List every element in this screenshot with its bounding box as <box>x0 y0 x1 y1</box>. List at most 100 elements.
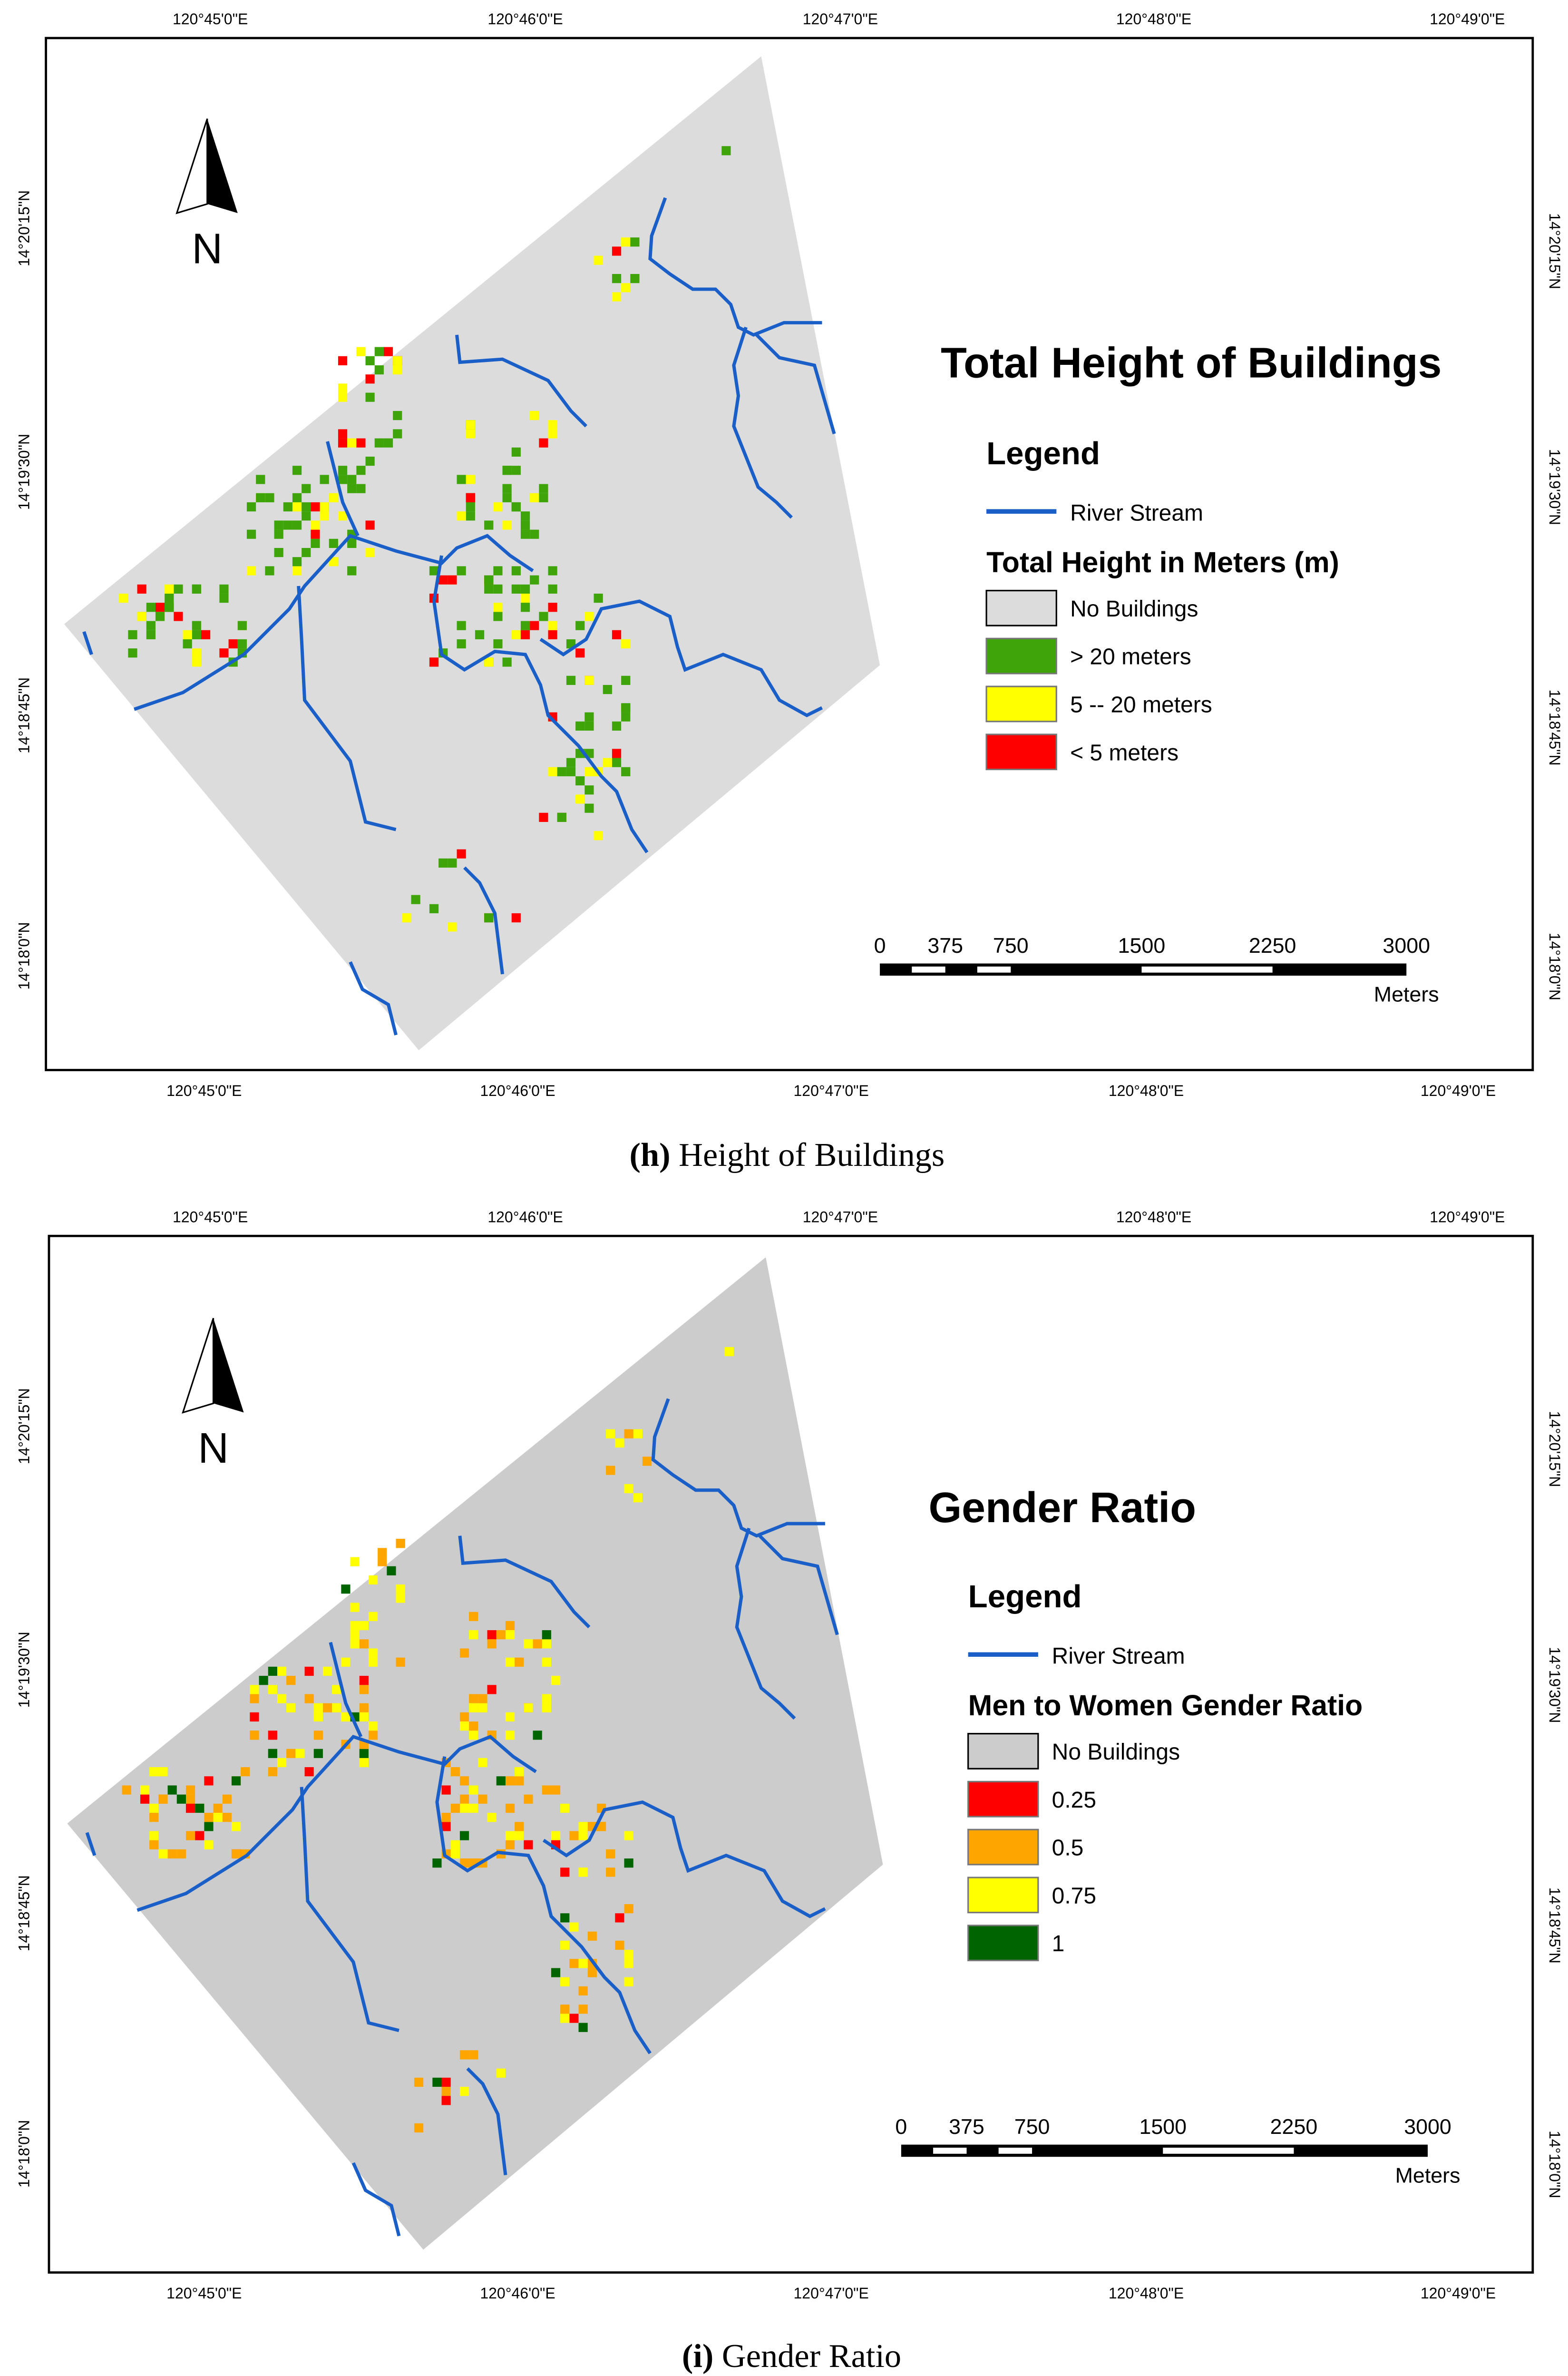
building-cell <box>469 1731 478 1740</box>
legend-class-label: 0.25 <box>1052 1788 1096 1813</box>
latitude-label: 14°20'15"N <box>15 1388 32 1464</box>
longitude-label: 120°47'0"E <box>794 1082 869 1099</box>
building-cell <box>630 274 640 284</box>
river-stream <box>300 1787 399 2033</box>
building-cell <box>469 1785 478 1795</box>
building-cell <box>551 1968 561 1977</box>
building-cell <box>511 447 521 457</box>
building-cell <box>603 758 612 767</box>
river-stream <box>297 586 397 831</box>
building-cell <box>332 1703 341 1712</box>
building-cell <box>195 1803 205 1813</box>
building-cell <box>478 1694 487 1703</box>
building-cell <box>493 612 503 621</box>
building-cell <box>502 520 512 530</box>
building-cell <box>575 648 585 658</box>
building-cell <box>459 1831 469 1840</box>
building-cell <box>204 1813 214 1822</box>
building-cell <box>149 1831 159 1840</box>
building-cell <box>176 1794 186 1804</box>
building-cell <box>393 411 402 420</box>
building-cell <box>158 1767 168 1777</box>
building-cell <box>575 794 585 804</box>
building-cell <box>441 1822 451 1831</box>
building-cell <box>219 648 229 658</box>
building-cell <box>542 1657 551 1667</box>
scale-tick-label: 750 <box>993 934 1029 958</box>
building-cell <box>128 630 137 639</box>
river-stream <box>435 1756 652 2054</box>
building-cell <box>274 548 283 557</box>
latitude-label: 14°18'0"N <box>1546 933 1563 1000</box>
building-cell <box>511 584 521 594</box>
building-cell <box>122 1785 131 1795</box>
building-cell <box>612 292 622 302</box>
building-cell <box>396 1584 405 1594</box>
building-cell <box>231 1776 241 1786</box>
building-cell <box>584 767 594 776</box>
building-cell <box>304 1666 314 1676</box>
building-cell <box>268 1666 277 1676</box>
building-cell <box>338 356 348 365</box>
building-cell <box>302 484 311 493</box>
building-cell <box>204 1776 214 1786</box>
building-cell <box>520 603 530 612</box>
building-cell <box>347 475 357 484</box>
building-cell <box>231 1849 241 1859</box>
building-cell <box>569 2014 579 2023</box>
building-cell <box>441 2096 451 2105</box>
building-cell <box>578 1959 588 1968</box>
building-cell <box>313 1749 323 1758</box>
building-cell <box>505 1731 515 1740</box>
building-cell <box>192 621 201 630</box>
latitude-label: 14°20'15"N <box>15 190 32 266</box>
building-cell <box>450 1849 460 1859</box>
building-cell <box>487 1685 497 1694</box>
building-cell <box>578 1986 588 1996</box>
building-cell <box>313 1712 323 1722</box>
building-cell <box>612 246 622 256</box>
scale-tick-label: 3000 <box>1404 2115 1451 2139</box>
building-cell <box>356 438 366 448</box>
building-cell <box>365 356 375 365</box>
building-cell <box>149 1813 159 1822</box>
building-cell <box>365 392 375 402</box>
longitude-label: 120°47'0"E <box>803 1208 878 1225</box>
building-cell <box>496 1776 506 1786</box>
building-cell <box>469 1803 478 1813</box>
building-cell <box>560 1868 570 1877</box>
river-stream <box>455 334 588 428</box>
building-cell <box>167 1849 177 1859</box>
building-cell <box>548 603 557 612</box>
building-cell <box>140 1785 150 1795</box>
building-cell <box>466 420 475 430</box>
building-cell <box>393 365 402 375</box>
building-cell <box>578 1831 588 1840</box>
building-cell <box>359 1685 369 1694</box>
building-cell <box>505 1630 515 1640</box>
legend-swatch <box>985 733 1057 771</box>
building-cell <box>246 529 256 539</box>
building-cell <box>502 657 512 667</box>
longitude-label: 120°48'0"E <box>1116 10 1191 28</box>
longitude-label: 120°46'0"E <box>487 10 563 28</box>
building-cell <box>469 1612 478 1621</box>
building-cell <box>621 703 631 713</box>
building-cell <box>448 922 457 932</box>
building-cell <box>584 785 594 795</box>
river-stream <box>463 866 505 975</box>
building-cell <box>624 1429 633 1438</box>
building-cell <box>350 1639 360 1649</box>
building-cell <box>457 849 466 859</box>
building-cell <box>524 1639 533 1649</box>
building-cell <box>167 1785 177 1795</box>
building-cell <box>520 511 530 521</box>
building-cell <box>137 612 146 621</box>
building-cell <box>511 630 521 639</box>
latitude-label: 14°18'45"N <box>15 677 32 753</box>
building-cell <box>594 593 603 603</box>
building-cell <box>469 1703 478 1712</box>
river-stream <box>351 2162 401 2237</box>
building-cell <box>246 502 256 512</box>
building-cell <box>292 466 302 475</box>
